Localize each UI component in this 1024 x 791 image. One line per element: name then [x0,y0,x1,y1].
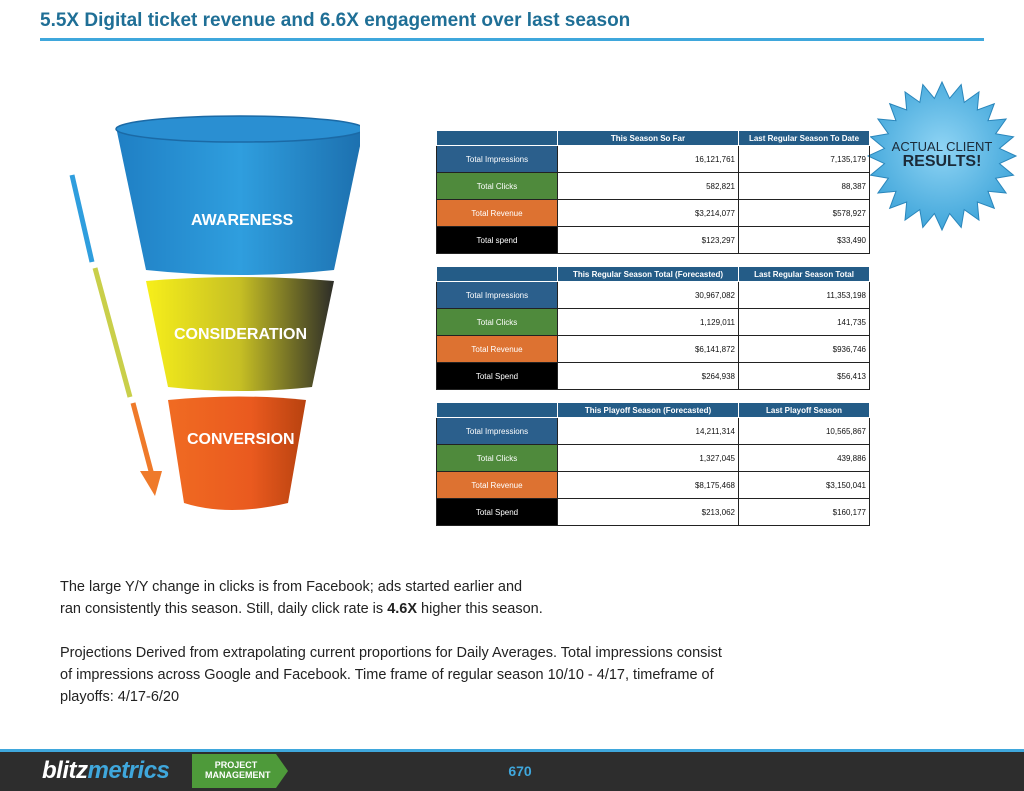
row-label: Total Impressions [436,281,558,309]
row-label: Total Revenue [436,199,558,227]
note-text: higher this season. [417,601,543,617]
table-header-corner [436,130,558,146]
row-value: 439,886 [738,444,870,472]
badge-project: PROJECT [214,760,258,770]
note-line: of impressions across Google and Faceboo… [60,667,714,683]
table-row: Total Revenue $6,141,872 $936,746 [436,335,870,363]
table-row: Total Revenue $8,175,468 $3,150,041 [436,471,870,499]
row-value: $123,297 [557,226,739,254]
table-row: Total Clicks 582,821 88,387 [436,172,870,200]
arrow-head-icon [140,471,162,496]
row-value: $6,141,872 [557,335,739,363]
note-line: Projections Derived from extrapolating c… [60,645,722,661]
table-row: Total Impressions 14,211,314 10,565,867 [436,417,870,445]
row-value: 14,211,314 [557,417,739,445]
row-label: Total Impressions [436,417,558,445]
row-value: 582,821 [557,172,739,200]
logo-part-2: metrics [87,757,170,784]
page-number: 670 [508,763,532,779]
notes-spacer [60,620,860,642]
row-value: $8,175,468 [557,471,739,499]
row-label: Total Clicks [436,444,558,472]
table-header-cell: This Playoff Season (Forecasted) [557,402,739,418]
row-value: $160,177 [738,498,870,526]
row-value: 141,735 [738,308,870,336]
table-row: Total Spend $264,938 $56,413 [436,362,870,390]
table-header-cell: This Regular Season Total (Forecasted) [557,266,739,282]
marketing-funnel [69,115,360,510]
row-label: Total Clicks [436,172,558,200]
row-label: Total Impressions [436,145,558,173]
table-row: Total Clicks 1,327,045 439,886 [436,444,870,472]
table-row: Total Revenue $3,214,077 $578,927 [436,199,870,227]
row-value: 11,353,198 [738,281,870,309]
project-management-badge-icon [192,754,288,788]
badge-management: MANAGEMENT [205,770,271,780]
notes-section: The large Y/Y change in clicks is from F… [60,576,860,708]
note-line: The large Y/Y change in clicks is from F… [60,579,523,595]
funnel-awareness-shape [116,118,360,275]
funnel-conversion-shape [168,396,306,510]
table-row: Total Spend $213,062 $160,177 [436,498,870,526]
blitzmetrics-logo: blitzmetrics [42,757,170,785]
project-management-badge: PROJECT MANAGEMENT [205,760,271,780]
page-title: 5.5X Digital ticket revenue and 6.6X eng… [40,10,631,31]
note-highlight: 4.6X [387,601,418,617]
table-header-cell: Last Playoff Season [738,402,870,418]
row-value: 1,327,045 [557,444,739,472]
row-value: $264,938 [557,362,739,390]
funnel-label-consideration: CONSIDERATION [174,326,308,343]
row-label: Total Revenue [436,471,558,499]
metrics-table-regular-season: This Regular Season Total (Forecasted) L… [436,266,870,390]
badge-line-1: ACTUAL CLIENT [891,139,993,154]
row-value: 88,387 [738,172,870,200]
row-value: $213,062 [557,498,739,526]
table-header-row: This Season So Far Last Regular Season T… [436,130,870,146]
row-label: Total Spend [436,362,558,390]
row-value: $936,746 [738,335,870,363]
starburst-badge-icon [866,80,1018,232]
footer-bar: blitzmetrics PROJECT MANAGEMENT 670 [0,749,1024,791]
row-label: Total Clicks [436,308,558,336]
note-line: ran consistently this season. Still, dai… [60,598,860,620]
table-header-row: This Playoff Season (Forecasted) Last Pl… [436,402,870,418]
metrics-table-playoff-season: This Playoff Season (Forecasted) Last Pl… [436,402,870,526]
note-text: ran consistently this season. Still, dai… [60,601,388,617]
row-value: 7,135,179 [738,145,870,173]
note-line: playoffs: 4/17-6/20 [60,689,180,705]
funnel-label-conversion: CONVERSION [187,431,295,448]
row-value: $3,214,077 [557,199,739,227]
row-label: Total spend [436,226,558,254]
table-header-cell: Last Regular Season To Date [738,130,870,146]
row-label: Total Spend [436,498,558,526]
table-header-cell: Last Regular Season Total [738,266,870,282]
logo-part-1: blitz [42,757,88,784]
row-value: 1,129,011 [557,308,739,336]
actual-results-badge: ACTUAL CLIENT RESULTS! [866,140,1018,170]
funnel-label-awareness: AWARENESS [191,212,294,229]
row-value: 30,967,082 [557,281,739,309]
row-value: $56,413 [738,362,870,390]
row-value: $578,927 [738,199,870,227]
row-label: Total Revenue [436,335,558,363]
table-header-cell: This Season So Far [557,130,739,146]
table-header-row: This Regular Season Total (Forecasted) L… [436,266,870,282]
table-header-corner [436,402,558,418]
table-row: Total Impressions 30,967,082 11,353,198 [436,281,870,309]
metrics-table-season-so-far: This Season So Far Last Regular Season T… [436,130,870,254]
title-divider [40,38,984,41]
row-value: $3,150,041 [738,471,870,499]
row-value: 10,565,867 [738,417,870,445]
table-row: Total Clicks 1,129,011 141,735 [436,308,870,336]
table-row: Total Impressions 16,121,761 7,135,179 [436,145,870,173]
row-value: 16,121,761 [557,145,739,173]
table-row: Total spend $123,297 $33,490 [436,226,870,254]
table-header-corner [436,266,558,282]
badge-line-2: RESULTS! [902,152,982,170]
row-value: $33,490 [738,226,870,254]
funnel-consideration-shape [146,277,334,391]
